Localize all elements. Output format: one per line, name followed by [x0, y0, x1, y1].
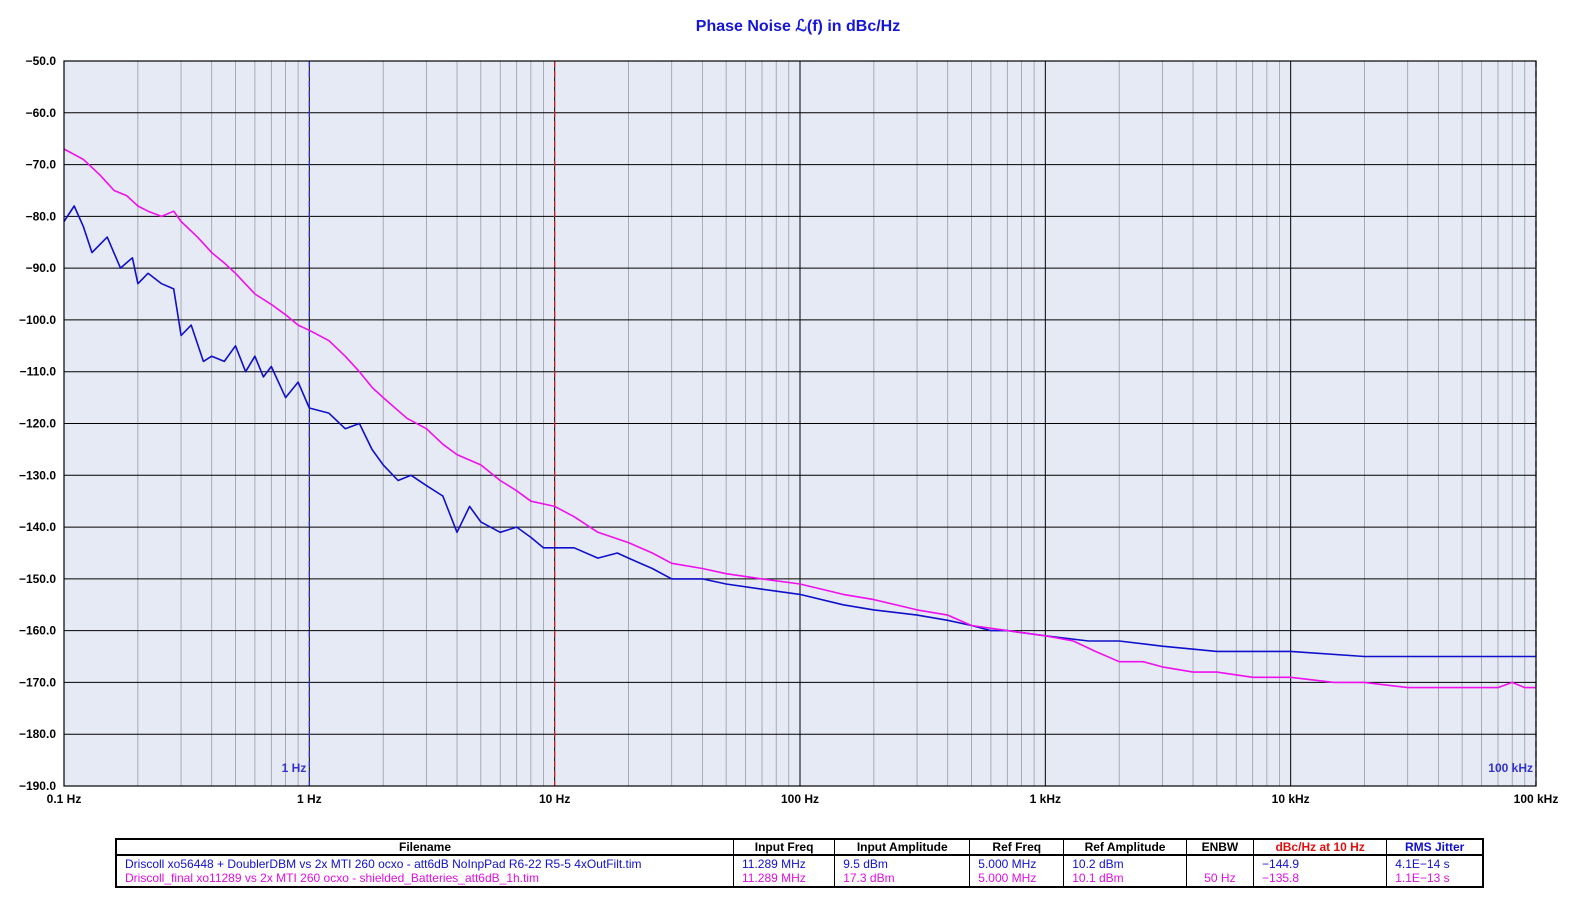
header-dbc-at-10hz: dBc/Hz at 10 Hz [1253, 838, 1388, 856]
marker-label: 1 Hz [282, 761, 307, 775]
row-ref-freq: 5.000 MHz [969, 871, 1065, 888]
legend-row: Driscoll xo56448 + DoublerDBM vs 2x MTI … [115, 855, 1484, 871]
row-input-freq: 11.289 MHz [732, 871, 836, 888]
y-tick-label: −120.0 [19, 417, 56, 431]
row-enbw: 50 Hz [1185, 871, 1255, 888]
y-tick-label: −150.0 [19, 572, 56, 586]
legend-header-row: Filename Input Freq Input Amplitude Ref … [115, 838, 1484, 856]
header-rms-jitter: RMS Jitter [1386, 838, 1484, 856]
x-tick-label: 10 kHz [1272, 792, 1310, 806]
y-tick-label: −90.0 [26, 261, 57, 275]
row-rms-jitter: 4.1E−14 s [1386, 855, 1484, 871]
x-tick-label: 100 Hz [781, 792, 819, 806]
header-input-amplitude: Input Amplitude [834, 838, 971, 856]
row-dbc-at-10hz: −144.9 [1253, 855, 1388, 871]
x-tick-label: 1 kHz [1030, 792, 1061, 806]
header-ref-freq: Ref Freq [969, 838, 1065, 856]
series-line [63, 148, 1536, 689]
y-tick-label: −170.0 [19, 675, 56, 689]
header-filename: Filename [115, 838, 734, 856]
x-tick-label: 100 kHz [1514, 792, 1559, 806]
y-tick-label: −110.0 [20, 365, 57, 379]
legend-table: Filename Input Freq Input Amplitude Ref … [115, 838, 1484, 888]
y-tick-label: −160.0 [19, 624, 56, 638]
y-tick-label: −190.0 [19, 779, 56, 793]
header-ref-amplitude: Ref Amplitude [1063, 838, 1187, 856]
y-tick-label: −70.0 [26, 158, 57, 172]
plot-border [63, 60, 1537, 787]
header-input-freq: Input Freq [732, 838, 836, 856]
header-enbw: ENBW [1185, 838, 1255, 856]
row-ref-freq: 5.000 MHz [969, 855, 1065, 871]
row-ref-amplitude: 10.2 dBm [1063, 855, 1187, 871]
row-rms-jitter: 1.1E−13 s [1386, 871, 1484, 888]
y-tick-label: −80.0 [26, 209, 57, 223]
y-tick-label: −100.0 [19, 313, 56, 327]
x-tick-label: 1 Hz [297, 792, 322, 806]
row-input-amplitude: 17.3 dBm [834, 871, 971, 888]
chart-title: Phase Noise ℒ(f) in dBc/Hz [695, 18, 901, 35]
y-tick-label: −140.0 [19, 520, 56, 534]
y-tick-label: −50.0 [26, 54, 57, 68]
legend-row: Driscoll_final xo11289 vs 2x MTI 260 ocx… [115, 871, 1484, 888]
row-ref-amplitude: 10.1 dBm [1063, 871, 1187, 888]
x-tick-label: 10 Hz [539, 792, 570, 806]
marker-label: 100 kHz [1488, 761, 1533, 775]
y-tick-label: −130.0 [19, 468, 56, 482]
row-enbw [1185, 855, 1255, 871]
x-tick-label: 0.1 Hz [47, 792, 82, 806]
row-dbc-at-10hz: −135.8 [1253, 871, 1388, 888]
y-tick-label: −180.0 [19, 727, 56, 741]
row-filename: Driscoll xo56448 + DoublerDBM vs 2x MTI … [115, 855, 734, 871]
y-tick-label: −60.0 [26, 106, 57, 120]
row-input-freq: 11.289 MHz [732, 855, 836, 871]
row-input-amplitude: 9.5 dBm [834, 855, 971, 871]
row-filename: Driscoll_final xo11289 vs 2x MTI 260 ocx… [115, 871, 734, 888]
